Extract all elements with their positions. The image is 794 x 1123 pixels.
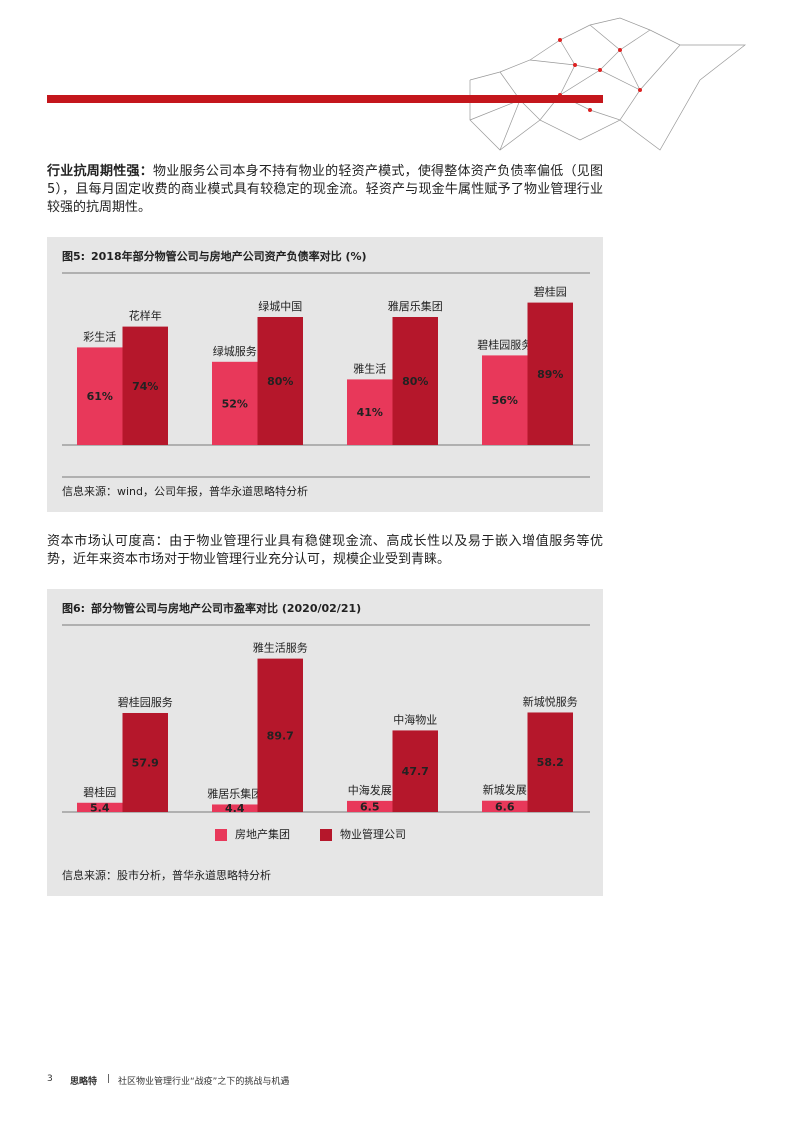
figure-source: 信息来源：股市分析，普华永道思略特分析 (62, 868, 271, 882)
bar (122, 326, 168, 445)
bar (257, 317, 303, 445)
separator: | (107, 1074, 111, 1084)
paragraph-text: 物业服务公司本身不持有物业的轻资产模式，使得整体资产负债率偏低（见图5），且每月… (47, 164, 603, 215)
bar (527, 302, 573, 445)
bar (527, 712, 573, 812)
value-label: 4.4 (225, 802, 245, 815)
doc-title: 社区物业管理行业“战疫”之下的挑战与机遇 (118, 1077, 290, 1087)
bar-label: 新城发展 (483, 783, 527, 797)
value-label: 6.5 (360, 800, 380, 813)
bar (122, 712, 168, 812)
figure: 图5: 2018年部分物管公司与房地产公司资产负债率对比 (%) 信息来源：wind… (47, 237, 603, 512)
bar (347, 800, 393, 812)
bar-label: 碧桂园 (83, 785, 116, 799)
bar-label: 绿城中国 (258, 299, 302, 313)
value-label: 5.4 (90, 801, 110, 814)
paragraph: 行业抗周期性强：物业服务公司本身不持有物业的轻资产模式，使得整体资产负债率偏低（… (47, 163, 603, 217)
value-label: 52% (222, 397, 248, 410)
bar-label: 雅居乐集团 (207, 786, 262, 800)
bar (77, 802, 123, 812)
value-label: 56% (492, 394, 518, 407)
figure-source: 信息来源：wind，公司年报，普华永道思略特分析 (62, 484, 308, 498)
bar (347, 379, 393, 445)
legend-label: 物业管理公司 (340, 827, 406, 841)
bar (482, 800, 528, 812)
bar (257, 658, 303, 812)
value-label: 89% (537, 368, 563, 381)
bar (212, 804, 258, 812)
bar-label: 碧桂园服务 (477, 337, 532, 351)
legend-swatch (320, 829, 332, 841)
bar-label: 彩生活 (83, 329, 116, 343)
value-label: 6.6 (495, 800, 515, 813)
bar (482, 355, 528, 445)
figure-label: 图5: (62, 250, 85, 263)
value-label: 47.7 (402, 765, 429, 778)
paragraph-text: 资本市场认可度高：由于物业管理行业具有稳健现金流、高成长性以及易于嵌入增值服务等… (47, 534, 603, 567)
value-label: 61% (87, 390, 113, 403)
value-label: 74% (132, 380, 158, 393)
brand: 思略特 (70, 1077, 98, 1087)
figure-title: 2018年部分物管公司与房地产公司资产负债率对比 (%) (91, 249, 367, 263)
paragraph-lead: 行业抗周期性强： (47, 164, 153, 179)
bar (392, 317, 438, 445)
bar-label: 花样年 (129, 309, 162, 323)
value-label: 80% (402, 375, 428, 388)
bar-label: 雅生活 (353, 361, 386, 375)
legend-label: 房地产集团 (235, 827, 290, 841)
bar-label: 雅居乐集团 (388, 299, 443, 313)
value-label: 41% (357, 406, 383, 419)
bar-label: 新城悦服务 (523, 694, 578, 708)
figure-title: 部分物管公司与房地产公司市盈率对比 (2020/02/21) (91, 601, 361, 615)
bar-label: 绿城服务 (213, 344, 257, 358)
bar-label: 雅生活服务 (253, 641, 308, 655)
bar-label: 中海发展 (348, 783, 392, 797)
value-label: 89.7 (267, 729, 294, 742)
figure: 图6: 部分物管公司与房地产公司市盈率对比 (2020/02/21) 信息来源：股市… (47, 589, 603, 896)
bar (77, 347, 123, 445)
page-number: 3 (47, 1074, 53, 1084)
paragraph: 资本市场认可度高：由于物业管理行业具有稳健现金流、高成长性以及易于嵌入增值服务等… (47, 533, 603, 569)
value-label: 80% (267, 375, 293, 388)
bar-label: 中海物业 (393, 712, 437, 726)
bar (212, 361, 258, 445)
header-graphic (47, 17, 747, 151)
value-label: 57.9 (132, 756, 159, 769)
bar (392, 730, 438, 812)
legend-swatch (215, 829, 227, 841)
bar-label: 碧桂园服务 (118, 695, 173, 709)
bar-label: 碧桂园 (534, 285, 567, 299)
value-label: 58.2 (537, 756, 564, 769)
figure-label: 图6: (62, 602, 85, 615)
